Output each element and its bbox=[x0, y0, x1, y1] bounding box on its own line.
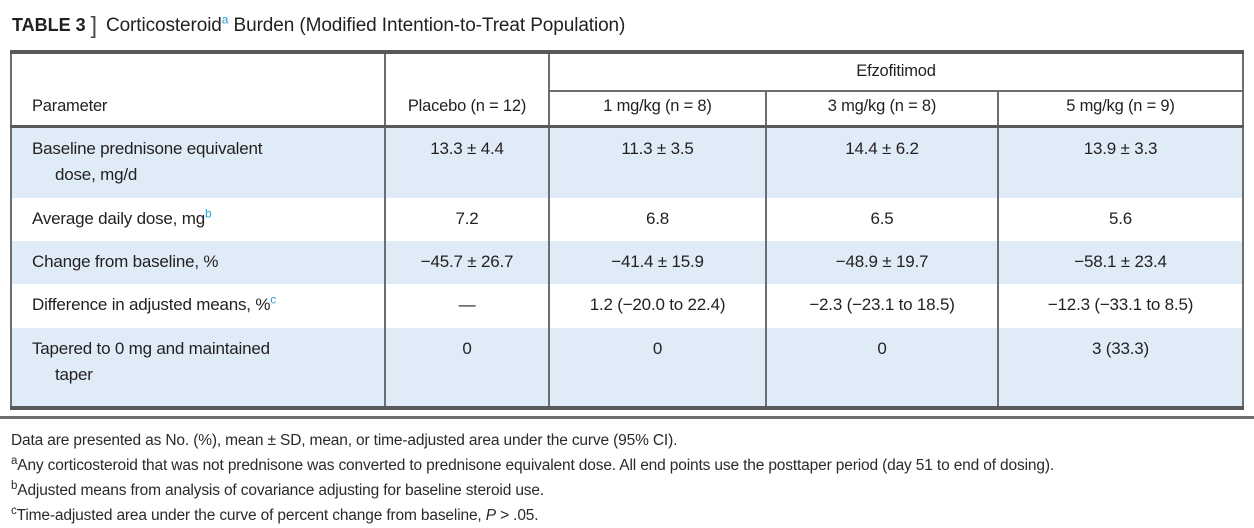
title-superscript-a: a bbox=[221, 12, 229, 27]
header-row-group: Parameter Placebo (n = 12) Efzofitimod bbox=[11, 52, 1243, 128]
column-header-dose-3mg: 3 mg/kg (n = 8) bbox=[765, 91, 998, 128]
row-label: Average daily dose, mgb bbox=[11, 198, 385, 241]
row-label-text: Average daily dose, mg bbox=[32, 208, 205, 228]
row-label-text: Baseline prednisone equivalent dose, mg/… bbox=[32, 139, 263, 185]
footnote-c-pvalue-symbol: P bbox=[485, 507, 496, 525]
cell-5mg: 13.9 ± 3.3 bbox=[997, 126, 1243, 198]
column-header-dose-5mg: 5 mg/kg (n = 9) bbox=[997, 91, 1243, 128]
cell-3mg: −2.3 (−23.1 to 18.5) bbox=[765, 284, 998, 328]
table-title: TABLE 3] Corticosteroida Burden (Modified… bbox=[12, 10, 1242, 38]
table-row-change-from-baseline: Change from baseline, % −45.7 ± 26.7 −41… bbox=[11, 241, 1243, 285]
cell-1mg: 11.3 ± 3.5 bbox=[548, 126, 766, 198]
cell-placebo: 13.3 ± 4.4 bbox=[384, 126, 549, 198]
table-footnotes: Data are presented as No. (%), mean ± SD… bbox=[11, 428, 1242, 528]
row-label: Change from baseline, % bbox=[11, 241, 385, 285]
footnote-c-text: Time-adjusted area under the curve of pe… bbox=[16, 507, 486, 525]
title-text-post: Burden (Modified Intention-to-Treat Popu… bbox=[228, 15, 626, 36]
title-bracket: ] bbox=[90, 12, 97, 38]
table-number: TABLE 3 bbox=[12, 15, 86, 35]
footnote-a-marker: a bbox=[11, 455, 18, 468]
footnote-intro-text: Data are presented as No. (%), mean ± SD… bbox=[11, 432, 678, 450]
cell-1mg: 6.8 bbox=[548, 197, 766, 242]
corticosteroid-burden-table: Parameter Placebo (n = 12) Efzofitimod 1… bbox=[10, 50, 1244, 411]
footnote-a: aAny corticosteroid that was not prednis… bbox=[11, 453, 1242, 478]
title-text-pre: Corticosteroid bbox=[105, 15, 222, 36]
footnote-b: bAdjusted means from analysis of covaria… bbox=[11, 478, 1242, 503]
row-label: Tapered to 0 mg and maintained taper bbox=[11, 327, 385, 409]
cell-3mg: −48.9 ± 19.7 bbox=[765, 241, 998, 285]
cell-3mg: 0 bbox=[765, 327, 998, 409]
cell-placebo: 0 bbox=[384, 327, 549, 409]
column-header-parameter: Parameter bbox=[11, 52, 385, 128]
row-label-text: Tapered to 0 mg and maintained taper bbox=[32, 338, 270, 385]
cell-placebo: — bbox=[384, 284, 549, 328]
row-label-text: Difference in adjusted means, % bbox=[32, 295, 271, 315]
row-label: Difference in adjusted means, %c bbox=[11, 284, 385, 327]
cell-3mg: 6.5 bbox=[765, 197, 998, 242]
table-row-tapered-to-zero: Tapered to 0 mg and maintained taper 0 0… bbox=[11, 327, 1243, 409]
cell-placebo: 7.2 bbox=[384, 197, 549, 242]
cell-5mg: −58.1 ± 23.4 bbox=[997, 241, 1243, 285]
row-label-superscript: c bbox=[270, 292, 277, 307]
bottom-double-rule bbox=[0, 416, 1254, 420]
footnote-a-text: Any corticosteroid that was not predniso… bbox=[17, 457, 1054, 475]
cell-placebo: −45.7 ± 26.7 bbox=[384, 241, 549, 285]
column-group-header-efzofitimod: Efzofitimod bbox=[548, 52, 1243, 92]
table-row-average-daily-dose: Average daily dose, mgb 7.2 6.8 6.5 5.6 bbox=[11, 197, 1243, 242]
cell-5mg: −12.3 (−33.1 to 8.5) bbox=[997, 284, 1243, 328]
cell-1mg: −41.4 ± 15.9 bbox=[548, 241, 766, 285]
cell-3mg: 14.4 ± 6.2 bbox=[765, 126, 998, 198]
column-header-placebo: Placebo (n = 12) bbox=[384, 52, 549, 128]
footnote-c-text-post: > .05. bbox=[495, 507, 539, 525]
cell-5mg: 3 (33.3) bbox=[997, 327, 1243, 409]
footnote-b-text: Adjusted means from analysis of covarian… bbox=[17, 482, 545, 500]
row-label: Baseline prednisone equivalent dose, mg/… bbox=[11, 126, 385, 198]
footnote-intro: Data are presented as No. (%), mean ± SD… bbox=[11, 428, 1242, 453]
table-row-baseline-dose: Baseline prednisone equivalent dose, mg/… bbox=[11, 126, 1243, 198]
row-label-superscript: b bbox=[204, 206, 212, 221]
table-title-text: Corticosteroida Burden (Modified Intenti… bbox=[105, 12, 626, 36]
column-header-dose-1mg: 1 mg/kg (n = 8) bbox=[548, 91, 766, 128]
header-row-doses: 1 mg/kg (n = 8) 3 mg/kg (n = 8) 5 mg/kg … bbox=[11, 91, 1243, 128]
cell-5mg: 5.6 bbox=[997, 197, 1243, 242]
footnote-c: cTime-adjusted area under the curve of p… bbox=[11, 503, 1242, 528]
table-row-difference-adjusted-means: Difference in adjusted means, %c — 1.2 (… bbox=[11, 284, 1243, 328]
cell-1mg: 1.2 (−20.0 to 22.4) bbox=[548, 284, 766, 328]
row-label-text: Change from baseline, % bbox=[32, 252, 219, 272]
cell-1mg: 0 bbox=[548, 327, 766, 409]
